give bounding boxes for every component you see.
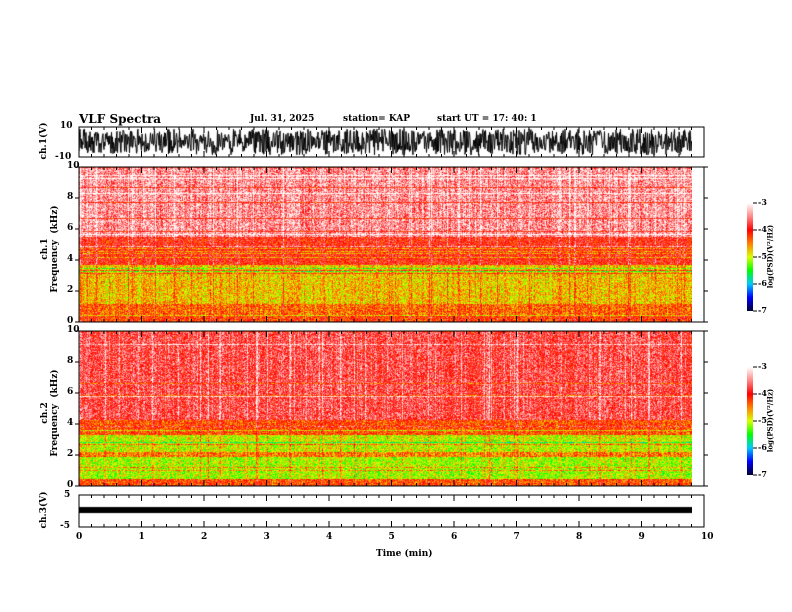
- y-tick-label: -5: [60, 521, 70, 531]
- y-tick-label: 6: [67, 387, 74, 397]
- x-tick-label: 3: [263, 532, 270, 542]
- y-tick-label: 4: [67, 254, 74, 264]
- x-tick-label: 9: [638, 532, 645, 542]
- x-tick-label: 10: [701, 532, 714, 542]
- panel-frame: [78, 330, 705, 487]
- start-ut-label: start UT = 17: 40: 1: [437, 114, 537, 124]
- y-tick-label: 5: [64, 490, 71, 500]
- y-tick-label: 10: [67, 325, 80, 335]
- colorbar-tick-label: -4: [758, 388, 767, 398]
- x-tick-label: 2: [201, 532, 208, 542]
- y-tick-label: 2: [67, 285, 74, 295]
- y-tick-label: 6: [67, 223, 74, 233]
- colorbar-tick-label: -5: [758, 251, 767, 261]
- colorbar-tick-label: -4: [758, 224, 767, 234]
- colorbar-tick-label: -7: [758, 469, 767, 479]
- x-tick-label: 4: [326, 532, 333, 542]
- ch1-spectrogram: [79, 167, 692, 322]
- ch3-waveform-plot: [79, 495, 692, 527]
- y-tick-label: 0: [67, 480, 74, 490]
- colorbar-tick-label: -5: [758, 415, 767, 425]
- y-tick-label: 8: [67, 356, 74, 366]
- y-tick-label: 10: [67, 161, 80, 171]
- figure-title: VLF Spectra: [79, 112, 162, 126]
- colorbar-tick-label: -3: [758, 361, 767, 371]
- ch1-colorbar: [747, 203, 753, 311]
- x-axis-label: Time (min): [376, 549, 433, 559]
- ch2-colorbar: [747, 367, 753, 475]
- x-tick-label: 1: [138, 532, 145, 542]
- y-tick-label: 10: [60, 121, 73, 131]
- y-tick-label: 0: [67, 316, 74, 326]
- x-tick-label: 0: [76, 532, 83, 542]
- x-tick-label: 8: [576, 532, 583, 542]
- colorbar-tick-label: -3: [758, 197, 767, 207]
- date-label: Jul. 31, 2025: [250, 114, 315, 124]
- colorbar-tick-label: -6: [758, 442, 767, 452]
- x-tick-label: 5: [388, 532, 395, 542]
- panel-frame: [78, 166, 705, 323]
- y-tick-label: -10: [55, 152, 72, 162]
- x-tick-label: 6: [451, 532, 458, 542]
- ch2-spectrogram: [79, 331, 692, 486]
- x-tick-label: 7: [513, 532, 520, 542]
- y-tick-label: 4: [67, 418, 74, 428]
- y-tick-label: 2: [67, 449, 74, 459]
- colorbar-tick-label: -7: [758, 305, 767, 315]
- station-label: station= KAP: [343, 114, 411, 124]
- colorbar-tick-label: -6: [758, 278, 767, 288]
- y-tick-label: 8: [67, 192, 74, 202]
- ch1-waveform-plot: [79, 127, 692, 157]
